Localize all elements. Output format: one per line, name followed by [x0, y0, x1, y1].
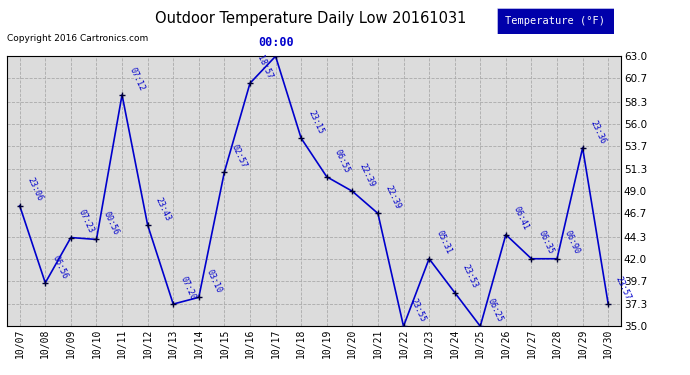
Text: Outdoor Temperature Daily Low 20161031: Outdoor Temperature Daily Low 20161031 [155, 11, 466, 26]
Text: 23:55: 23:55 [409, 297, 428, 324]
Text: 18:57: 18:57 [255, 54, 274, 81]
Text: 06:55: 06:55 [333, 147, 351, 174]
Text: 06:35: 06:35 [537, 230, 555, 256]
Text: 23:43: 23:43 [153, 196, 172, 222]
Text: 06:90: 06:90 [562, 230, 581, 256]
Text: 23:15: 23:15 [307, 109, 326, 135]
Text: 07:23: 07:23 [77, 208, 95, 235]
Text: 23:06: 23:06 [26, 177, 44, 203]
Text: 05:31: 05:31 [435, 230, 453, 256]
Text: 23:57: 23:57 [614, 275, 633, 301]
Text: 22:39: 22:39 [384, 184, 402, 211]
Text: 03:10: 03:10 [204, 268, 223, 294]
Text: 06:56: 06:56 [51, 254, 70, 280]
Text: 00:00: 00:00 [258, 36, 293, 49]
Text: 06:41: 06:41 [511, 206, 530, 232]
Text: Temperature (°F): Temperature (°F) [506, 16, 605, 26]
Text: 07:20: 07:20 [179, 275, 197, 301]
Text: 02:57: 02:57 [230, 143, 248, 169]
Text: 00:56: 00:56 [102, 210, 121, 237]
Text: 22:39: 22:39 [358, 162, 377, 189]
Text: 23:36: 23:36 [588, 118, 607, 145]
Text: 06:25: 06:25 [486, 297, 504, 324]
Text: Copyright 2016 Cartronics.com: Copyright 2016 Cartronics.com [7, 34, 148, 43]
Text: 07:12: 07:12 [128, 66, 146, 92]
Text: 23:53: 23:53 [460, 263, 479, 290]
